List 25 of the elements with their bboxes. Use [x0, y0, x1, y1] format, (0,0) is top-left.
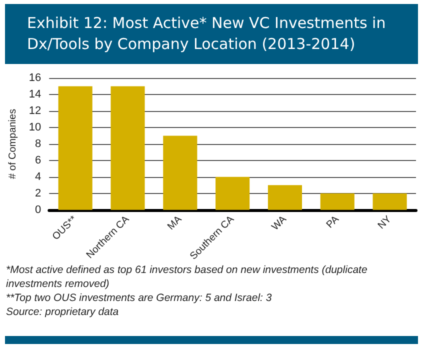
y-tick-label: 16	[28, 72, 42, 84]
bar	[372, 193, 407, 210]
y-tick-label: 8	[35, 138, 42, 150]
y-axis-title: # of Companies	[8, 108, 18, 179]
source-note: Source: proprietary data	[6, 305, 120, 319]
y-tick-label: 4	[35, 170, 42, 183]
bar	[216, 176, 250, 210]
bar	[320, 193, 354, 210]
y-tick-label: 10	[28, 121, 42, 134]
x-tick-label: MA	[166, 214, 184, 232]
bar	[110, 86, 145, 210]
chart-title: Exhibit 12: Most Active* New VC Investments in Dx/Tools by Company Location (2013-2014)	[5, 4, 418, 64]
x-tick-label: PA	[324, 214, 342, 231]
bar	[268, 185, 302, 210]
text: *Most active defined as top 61 investors based on new investments (duplicate investments removed)	[6, 263, 368, 291]
y-tick-label: 6	[35, 154, 42, 166]
y-tick-label: 12	[28, 104, 42, 117]
text: **Top two OUS investments are Germany: 5 and Israel: 3	[6, 291, 273, 305]
y-tick-label: 0	[35, 204, 42, 216]
bar	[58, 86, 92, 210]
x-tick-label: NY	[376, 214, 394, 232]
y-tick-label: 14	[28, 88, 42, 100]
bar	[163, 136, 198, 210]
y-tick-label: 2	[35, 187, 42, 200]
x-tick-label: WA	[270, 214, 290, 233]
